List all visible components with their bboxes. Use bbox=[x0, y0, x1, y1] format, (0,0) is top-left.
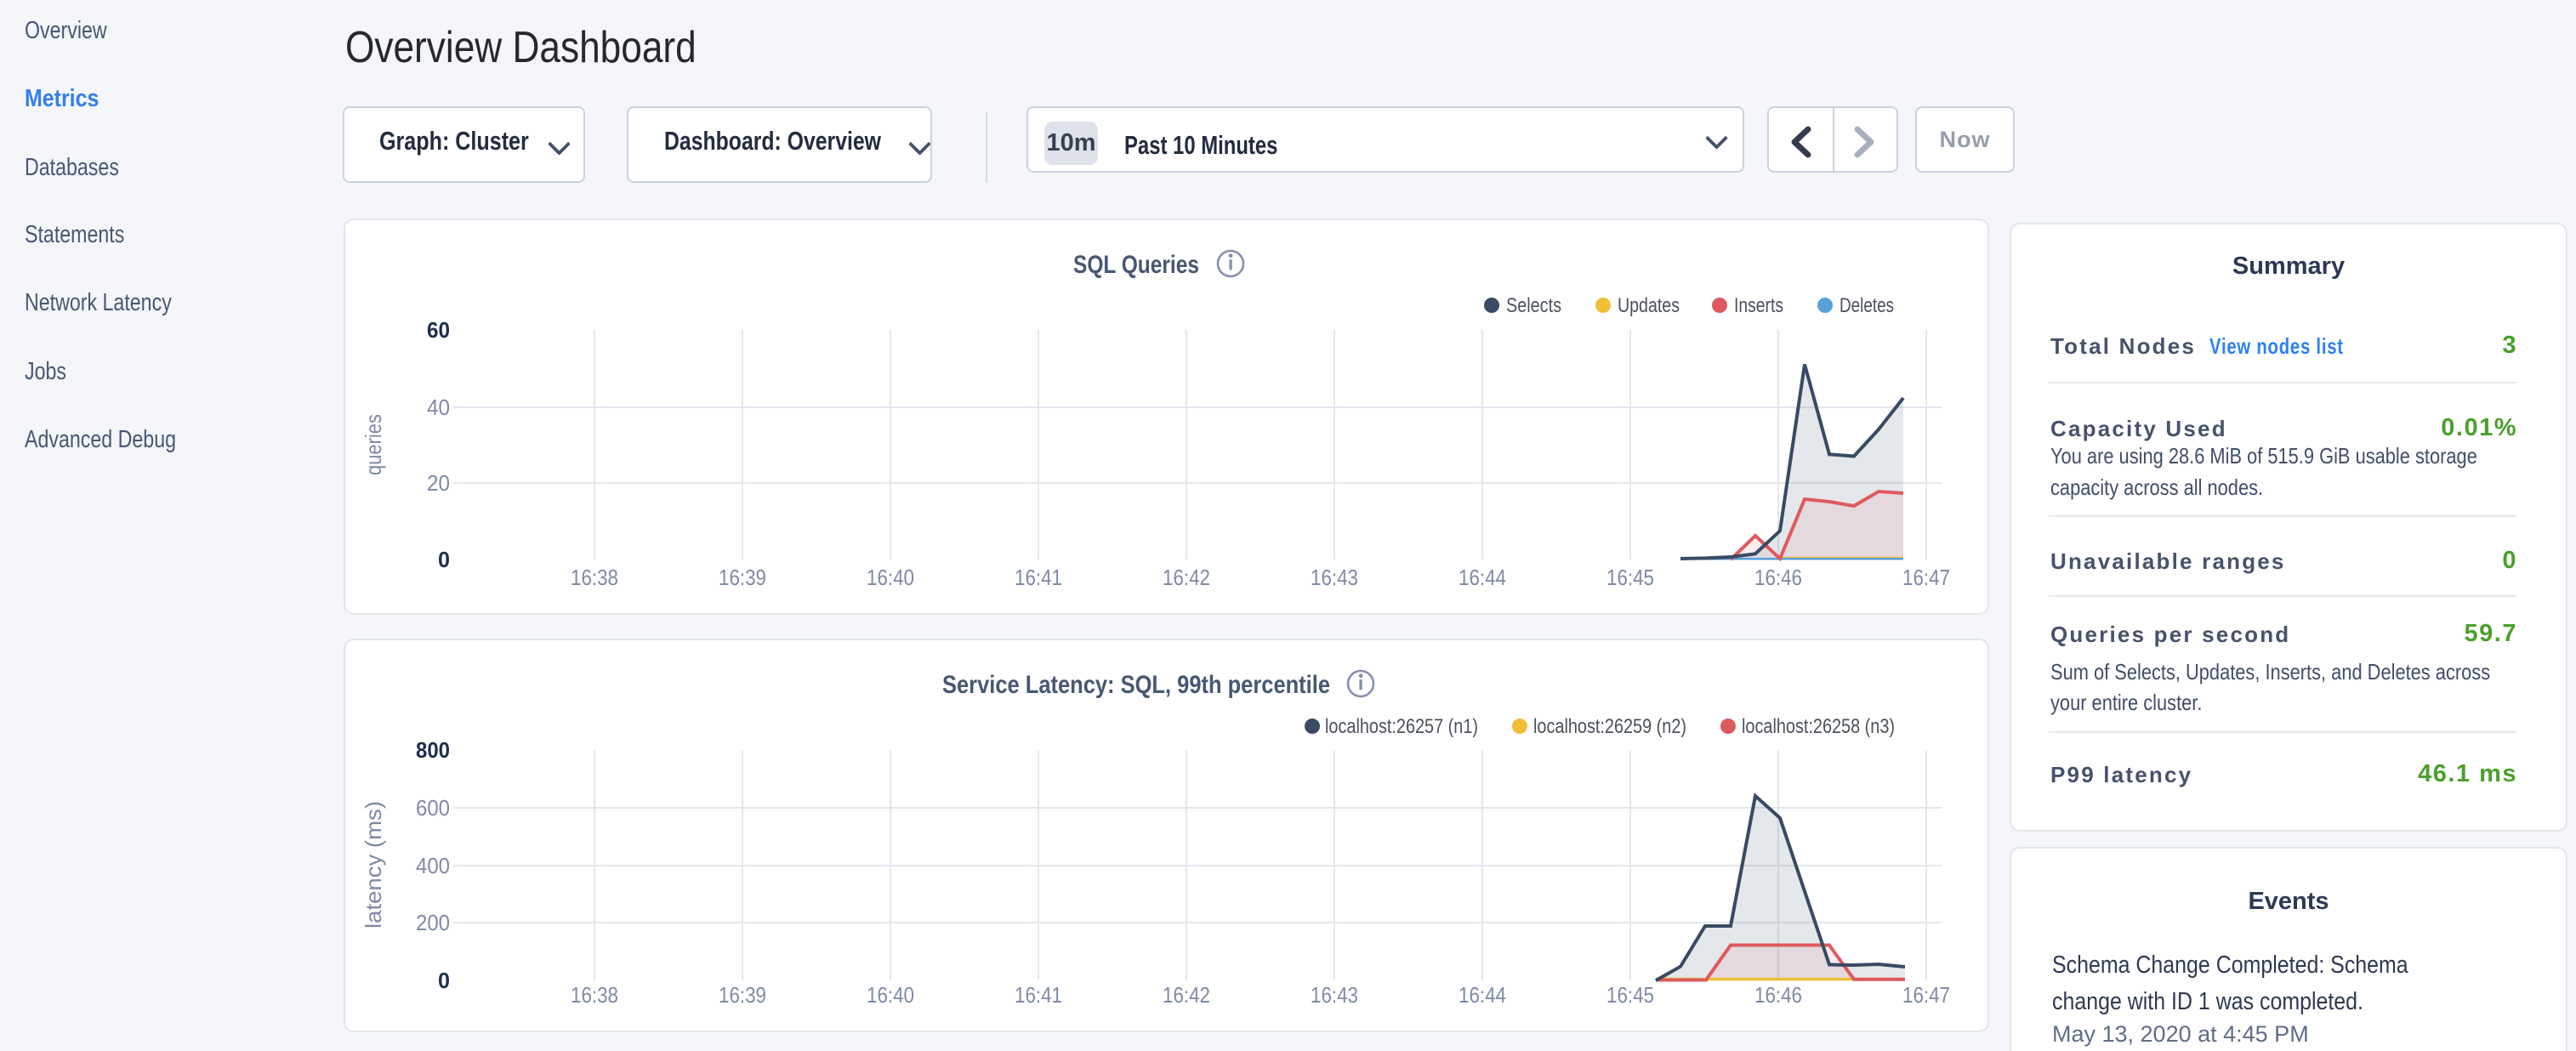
svg-text:400: 400 bbox=[416, 853, 450, 878]
svg-text:16:41: 16:41 bbox=[1015, 565, 1062, 590]
svg-text:16:40: 16:40 bbox=[867, 565, 914, 590]
svg-text:0: 0 bbox=[438, 968, 450, 993]
svg-text:16:42: 16:42 bbox=[1163, 565, 1210, 590]
svg-text:Selects: Selects bbox=[1506, 294, 1561, 317]
svg-text:800: 800 bbox=[416, 737, 450, 763]
svg-text:localhost:26258 (n3): localhost:26258 (n3) bbox=[1742, 715, 1895, 738]
svg-text:16:46: 16:46 bbox=[1754, 565, 1802, 590]
svg-text:200: 200 bbox=[416, 910, 450, 935]
svg-text:16:38: 16:38 bbox=[571, 565, 618, 590]
svg-text:Deletes: Deletes bbox=[1840, 294, 1894, 317]
svg-text:Inserts: Inserts bbox=[1734, 294, 1783, 317]
svg-text:SQL Queries: SQL Queries bbox=[1073, 251, 1199, 279]
svg-text:16:44: 16:44 bbox=[1459, 565, 1506, 590]
svg-text:16:38: 16:38 bbox=[571, 982, 618, 1008]
svg-text:16:39: 16:39 bbox=[719, 982, 766, 1008]
svg-text:16:43: 16:43 bbox=[1311, 565, 1358, 590]
svg-text:queries: queries bbox=[361, 414, 386, 475]
svg-text:0: 0 bbox=[438, 547, 450, 572]
svg-text:600: 600 bbox=[416, 795, 450, 821]
svg-text:16:43: 16:43 bbox=[1311, 982, 1358, 1008]
svg-text:20: 20 bbox=[427, 470, 450, 496]
svg-text:16:44: 16:44 bbox=[1459, 982, 1506, 1008]
svg-text:40: 40 bbox=[427, 395, 450, 420]
svg-text:16:42: 16:42 bbox=[1163, 982, 1210, 1008]
svg-text:Updates: Updates bbox=[1618, 294, 1680, 317]
svg-text:localhost:26259 (n2): localhost:26259 (n2) bbox=[1533, 715, 1686, 738]
svg-text:16:45: 16:45 bbox=[1606, 565, 1654, 590]
svg-text:16:39: 16:39 bbox=[719, 565, 766, 590]
svg-text:16:45: 16:45 bbox=[1606, 982, 1654, 1008]
svg-text:localhost:26257 (n1): localhost:26257 (n1) bbox=[1325, 715, 1478, 738]
svg-text:16:41: 16:41 bbox=[1015, 982, 1062, 1008]
svg-text:Service Latency: SQL, 99th per: Service Latency: SQL, 99th percentile bbox=[942, 671, 1330, 699]
svg-text:16:47: 16:47 bbox=[1902, 565, 1950, 590]
svg-text:16:47: 16:47 bbox=[1902, 982, 1950, 1008]
svg-text:60: 60 bbox=[427, 317, 450, 343]
svg-text:16:40: 16:40 bbox=[867, 982, 914, 1008]
svg-text:latency (ms): latency (ms) bbox=[361, 801, 386, 929]
svg-text:16:46: 16:46 bbox=[1754, 982, 1802, 1008]
